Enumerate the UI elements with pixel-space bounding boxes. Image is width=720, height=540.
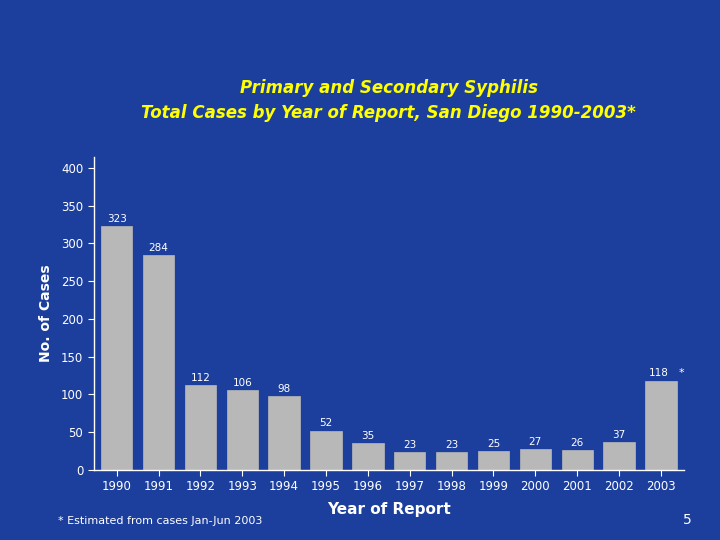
Bar (520, 449, 551, 470)
Text: 25: 25 (487, 438, 500, 449)
Bar (394, 453, 426, 470)
Text: 284: 284 (148, 243, 168, 253)
Text: 52: 52 (320, 418, 333, 428)
Text: 26: 26 (571, 438, 584, 448)
Text: 37: 37 (613, 430, 626, 440)
Text: Primary and Secondary Syphilis: Primary and Secondary Syphilis (240, 79, 538, 97)
Text: *: * (678, 368, 684, 379)
X-axis label: Year of Report: Year of Report (327, 502, 451, 517)
Bar (352, 443, 384, 470)
Bar (310, 430, 342, 470)
Text: 23: 23 (445, 440, 458, 450)
Text: Total Cases by Year of Report, San Diego 1990-2003*: Total Cases by Year of Report, San Diego… (141, 104, 636, 122)
Text: 27: 27 (528, 437, 542, 447)
Text: * Estimated from cases Jan-Jun 2003: * Estimated from cases Jan-Jun 2003 (58, 516, 262, 526)
Text: 98: 98 (277, 383, 291, 394)
Text: 23: 23 (403, 440, 416, 450)
Text: 35: 35 (361, 431, 374, 441)
Bar (478, 451, 509, 470)
Bar (269, 396, 300, 470)
Text: 118: 118 (649, 368, 669, 379)
Bar (143, 255, 174, 470)
Text: 106: 106 (233, 377, 252, 388)
Y-axis label: No. of Cases: No. of Cases (39, 265, 53, 362)
Bar (227, 390, 258, 470)
Bar (101, 226, 132, 470)
Bar (645, 381, 677, 470)
Text: 323: 323 (107, 214, 127, 224)
Bar (436, 453, 467, 470)
Text: 112: 112 (190, 373, 210, 383)
Bar (603, 442, 635, 470)
Bar (184, 385, 216, 470)
Text: 5: 5 (683, 512, 691, 526)
Bar (562, 450, 593, 470)
